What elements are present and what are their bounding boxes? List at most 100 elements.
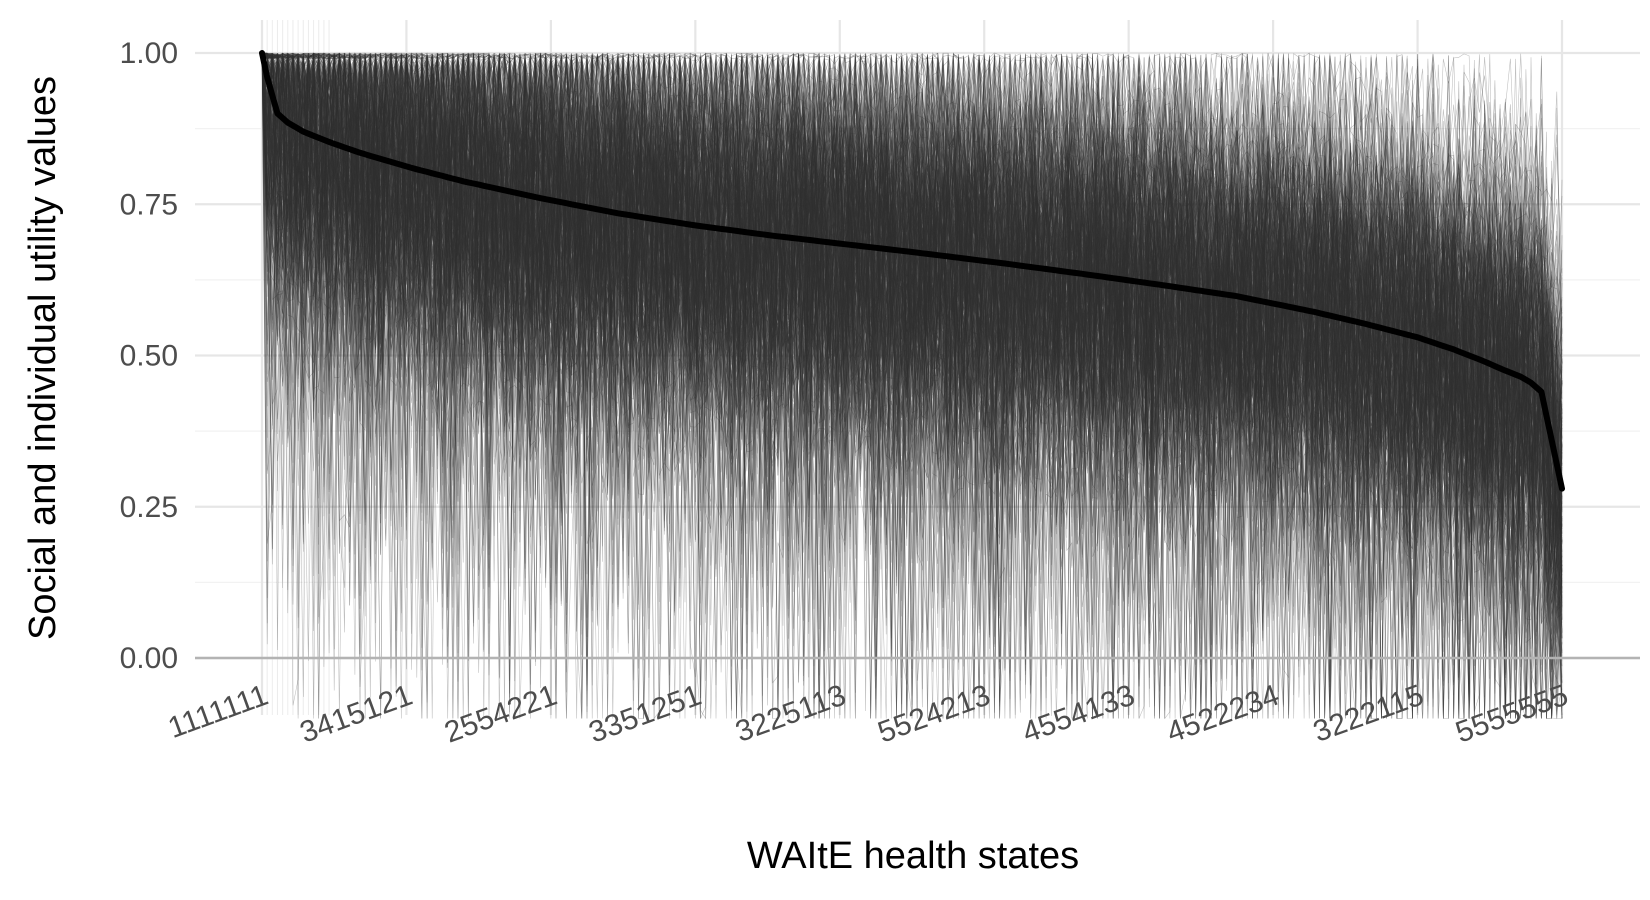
individual-utility-line <box>261 52 1563 719</box>
individual-utility-line <box>261 52 1563 686</box>
individual-utility-line <box>261 52 1563 719</box>
individual-utility-line <box>261 52 1563 719</box>
individual-utility-line <box>261 52 1563 719</box>
individual-utility-line <box>261 52 1563 633</box>
individual-utility-line <box>261 52 1563 719</box>
individual-utility-line <box>261 52 1563 553</box>
individual-utility-line <box>261 52 1563 719</box>
individual-utility-line <box>261 52 1563 689</box>
individual-utility-line <box>261 52 1563 719</box>
individual-utility-line <box>261 52 1563 552</box>
individual-utility-line <box>261 52 1563 618</box>
individual-utility-line <box>261 52 1563 719</box>
individual-utility-line <box>261 52 1563 719</box>
individual-utility-line <box>261 52 1563 719</box>
individual-utility-line <box>261 52 1563 719</box>
individual-utility-line <box>261 52 1563 661</box>
individual-utility-line <box>261 52 1563 719</box>
individual-utility-line <box>261 52 1563 719</box>
individual-utility-line <box>261 52 1563 719</box>
individual-utility-line <box>261 52 1563 719</box>
individual-utility-line <box>261 52 1563 719</box>
individual-utility-line <box>261 52 1563 719</box>
individual-utility-line <box>261 52 1563 719</box>
individual-utility-line <box>261 52 1563 719</box>
individual-utility-line <box>261 52 1563 673</box>
individual-utility-line <box>261 52 1563 607</box>
individual-utility-line <box>261 52 1563 719</box>
individual-utility-line <box>261 52 1563 719</box>
individual-utility-line <box>261 52 1563 719</box>
individual-utility-line <box>261 52 1563 719</box>
x-tick-label: 3222115 <box>1309 679 1428 749</box>
individual-utility-line <box>261 52 1563 719</box>
individual-utility-line <box>261 52 1563 719</box>
individual-utility-line <box>261 52 1563 719</box>
individual-utility-line <box>261 52 1563 719</box>
individual-utility-line <box>261 52 1563 719</box>
individual-utility-line <box>261 52 1563 720</box>
individual-utility-line <box>261 52 1563 720</box>
individual-utility-line <box>261 52 1563 719</box>
individual-utility-line <box>261 52 1563 706</box>
individual-utility-line <box>261 52 1563 643</box>
individual-utility-line <box>261 52 1563 714</box>
individual-utility-line <box>261 52 1563 719</box>
individual-utility-line <box>261 52 1563 708</box>
individual-utility-line <box>261 52 1563 719</box>
individual-utility-line <box>261 52 1563 719</box>
individual-utility-line <box>261 52 1563 719</box>
individual-utility-line <box>261 52 1563 583</box>
individual-utility-line <box>261 52 1563 719</box>
individual-utility-line <box>261 52 1563 677</box>
individual-utility-line <box>261 52 1563 719</box>
individual-utility-line <box>261 52 1563 682</box>
individual-utility-line <box>261 52 1563 719</box>
individual-utility-line <box>261 52 1563 716</box>
individual-utility-line <box>261 52 1563 719</box>
individual-utility-line <box>261 52 1563 719</box>
individual-utility-line <box>261 52 1563 682</box>
individual-utility-line <box>261 52 1563 550</box>
individual-utility-line <box>261 52 1563 719</box>
individual-utility-line <box>261 52 1563 719</box>
individual-utility-line <box>261 52 1563 719</box>
individual-utility-line <box>261 52 1563 720</box>
individual-utility-line <box>261 52 1563 719</box>
individual-utility-line <box>261 52 1563 719</box>
individual-utility-line <box>261 52 1563 607</box>
individual-utility-line <box>261 52 1563 719</box>
individual-utility-line <box>261 52 1563 675</box>
individual-utility-line <box>261 52 1563 719</box>
individual-utility-line <box>261 52 1563 690</box>
individual-utility-line <box>261 52 1563 715</box>
individual-utility-line <box>261 52 1563 719</box>
individual-utility-line <box>261 52 1563 719</box>
individual-utility-line <box>261 52 1563 638</box>
y-tick-label: 0.75 <box>120 188 178 221</box>
individual-utility-line <box>261 52 1563 719</box>
individual-utility-line <box>261 52 1563 719</box>
individual-utility-line <box>261 52 1563 719</box>
individual-utility-line <box>261 52 1563 719</box>
individual-utility-line <box>261 52 1563 719</box>
individual-utility-line <box>261 52 1563 603</box>
individual-utility-line <box>261 52 1563 439</box>
individual-utility-line <box>261 52 1563 719</box>
individual-utility-line <box>261 52 1563 719</box>
individual-utility-line <box>261 52 1563 614</box>
individual-utility-line <box>261 52 1563 638</box>
individual-utility-line <box>261 52 1563 670</box>
individual-utility-line <box>261 52 1563 521</box>
individual-utility-line <box>261 52 1563 719</box>
individual-utility-line <box>261 52 1563 719</box>
individual-utility-line <box>261 52 1563 719</box>
individual-utility-line <box>261 52 1563 719</box>
individual-utility-line <box>261 52 1562 719</box>
individual-utility-line <box>261 52 1563 719</box>
individual-utility-line <box>261 52 1563 710</box>
individual-utility-line <box>261 52 1563 719</box>
individual-utility-line <box>261 52 1563 674</box>
individual-utility-line <box>261 52 1563 719</box>
